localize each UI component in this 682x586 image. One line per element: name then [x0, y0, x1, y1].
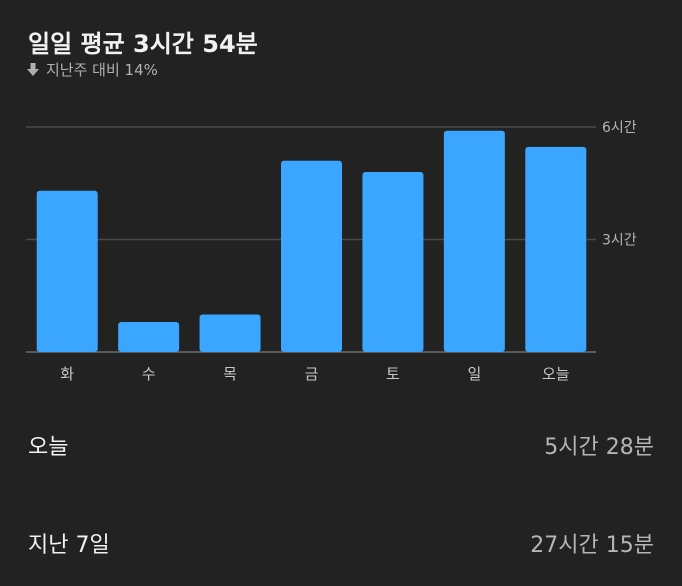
last-7-days-value: 27시간 15분: [530, 533, 654, 558]
last-7-days-label: 지난 7일: [28, 533, 110, 558]
title: 일일 평균 3시간 54분: [28, 30, 258, 58]
bar-1[interactable]: [118, 322, 180, 352]
y-tick-label: 6시간: [602, 120, 637, 136]
bar-6[interactable]: [525, 146, 587, 352]
today-label: 오늘: [28, 435, 69, 460]
x-tick-label: 수: [142, 365, 156, 383]
bar-4[interactable]: [362, 172, 424, 352]
bar-3[interactable]: [281, 160, 342, 352]
x-tick-label: 화: [60, 365, 74, 383]
today-value: 5시간 28분: [544, 435, 654, 460]
change-summary: 지난주 대비 14%: [26, 59, 158, 80]
today-row[interactable]: 오늘 5시간 28분: [28, 425, 654, 465]
bar-0[interactable]: [36, 190, 98, 352]
x-tick-label: 일: [467, 365, 481, 383]
x-tick-label: 금: [305, 365, 319, 383]
y-tick-label: 3시간: [602, 233, 637, 249]
bar-2[interactable]: [199, 314, 261, 353]
change-text: 지난주 대비 14%: [46, 61, 158, 79]
last-7-days-row[interactable]: 지난 7일 27시간 15분: [28, 523, 654, 563]
x-tick-label: 오늘: [542, 365, 570, 383]
arrow-down-icon: [26, 63, 40, 77]
bar-5[interactable]: [443, 130, 505, 352]
x-tick-label: 토: [386, 365, 400, 383]
x-tick-label: 목: [223, 365, 237, 383]
